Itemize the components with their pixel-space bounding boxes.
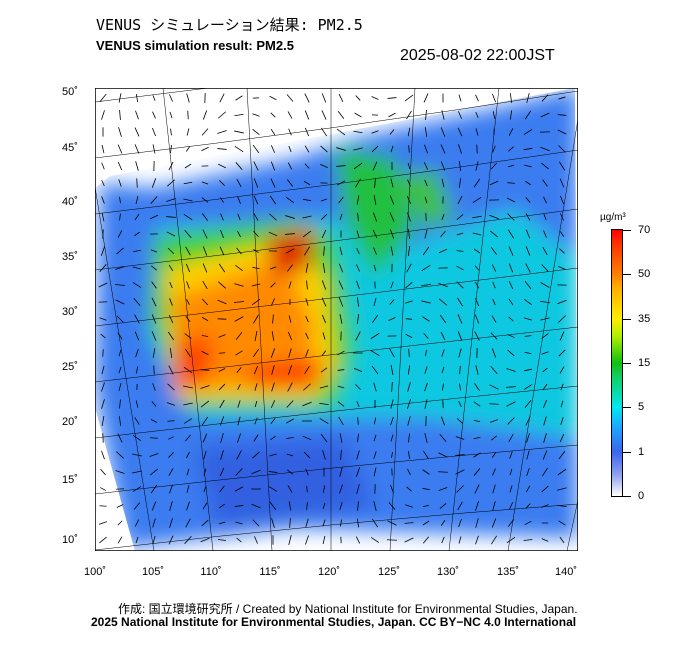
lat-label: 15˚ bbox=[62, 474, 78, 486]
colorbar-tick-label: 0 bbox=[638, 490, 645, 502]
lon-label: 100˚ bbox=[83, 566, 107, 578]
title-japanese: VENUS シミュレーション結果: PM2.5 bbox=[96, 16, 363, 34]
lat-label: 45˚ bbox=[62, 142, 78, 154]
lat-label: 40˚ bbox=[62, 196, 78, 208]
colorbar-tick bbox=[623, 230, 631, 231]
colorbar-tick bbox=[623, 407, 631, 409]
lon-label: 120˚ bbox=[317, 566, 341, 578]
lat-label: 50˚ bbox=[62, 86, 78, 98]
lon-label: 110˚ bbox=[200, 566, 222, 578]
colorbar-tick-label: 50 bbox=[638, 268, 651, 281]
lon-label: 115˚ bbox=[259, 566, 281, 578]
lon-label: 140˚ bbox=[554, 566, 578, 578]
colorbar-tick-label: 1 bbox=[638, 445, 645, 458]
wind-vectors bbox=[98, 92, 567, 545]
lat-label: 20˚ bbox=[62, 416, 78, 428]
colorbar-tick bbox=[623, 363, 631, 364]
colorbar-unit: µg/m³ bbox=[600, 212, 626, 223]
credit-line: 作成: 国立環境研究所 / Created by National Instit… bbox=[118, 602, 578, 616]
colorbar-tick-label: 70 bbox=[638, 224, 651, 236]
lon-label: 105˚ bbox=[141, 566, 165, 578]
lat-label: 10˚ bbox=[62, 534, 78, 546]
copyright-line: 2025 National Institute for Environmenta… bbox=[91, 615, 577, 629]
timestamp: 2025-08-02 22:00JST bbox=[400, 47, 555, 64]
lat-label: 35˚ bbox=[62, 251, 78, 263]
colorbar-tick-label: 35 bbox=[638, 312, 651, 325]
colorbar-tick-label: 5 bbox=[638, 401, 645, 414]
colorbar-tick bbox=[623, 274, 631, 276]
colorbar-tick bbox=[623, 496, 631, 497]
lat-label: 30˚ bbox=[62, 306, 78, 318]
colorbar-tick-label: 15 bbox=[638, 357, 651, 369]
colorbar-tick bbox=[623, 451, 631, 453]
concentration-field bbox=[95, 88, 578, 548]
pm25-map bbox=[95, 88, 578, 551]
colorbar bbox=[611, 229, 623, 497]
lon-label: 125˚ bbox=[377, 566, 401, 578]
lon-label: 130˚ bbox=[436, 566, 460, 578]
lat-label: 25˚ bbox=[62, 361, 78, 373]
title-english: VENUS simulation result: PM2.5 bbox=[96, 38, 294, 53]
colorbar-tick bbox=[623, 318, 631, 320]
lon-label: 135˚ bbox=[496, 566, 520, 578]
